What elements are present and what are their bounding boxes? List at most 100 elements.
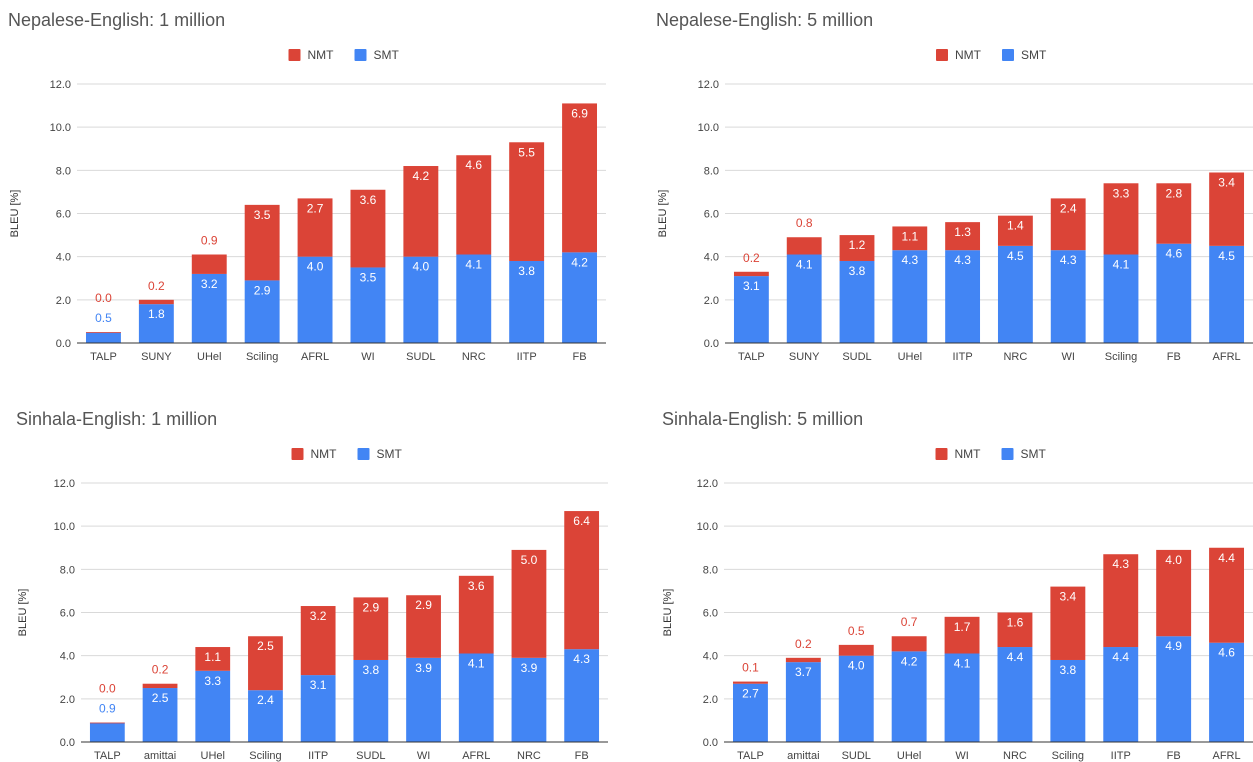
- legend-swatch-nmt: [288, 49, 301, 61]
- data-label-smt: 2.9: [254, 283, 271, 297]
- bar-smt: [1103, 254, 1139, 343]
- data-label-smt: 3.7: [795, 665, 812, 679]
- data-label-nmt: 4.0: [1165, 553, 1182, 567]
- data-label-smt: 4.1: [796, 258, 813, 272]
- data-label-smt: 4.3: [1060, 253, 1077, 267]
- bar-smt: [244, 280, 280, 343]
- chart-title: Sinhala-English: 1 million: [16, 409, 217, 429]
- bar-nmt: [89, 722, 125, 724]
- x-tick-label: Sciling: [1052, 750, 1084, 762]
- bar-nmt: [85, 332, 121, 334]
- bar-smt: [85, 332, 121, 343]
- bar-nmt: [1156, 183, 1192, 244]
- data-label-smt: 4.2: [571, 255, 588, 269]
- data-label-smt: 4.3: [954, 253, 971, 267]
- data-label-smt: 4.4: [1007, 650, 1024, 664]
- y-tick-label: 10.0: [50, 122, 71, 134]
- x-tick-label: SUDL: [406, 351, 435, 363]
- data-label-nmt: 4.2: [413, 169, 430, 183]
- x-tick-label: NRC: [1003, 351, 1027, 363]
- bar-smt: [838, 655, 874, 742]
- data-label-nmt: 1.3: [954, 225, 971, 239]
- bar-nmt: [195, 647, 231, 671]
- x-tick-label: NRC: [462, 351, 486, 363]
- y-tick-label: 4.0: [56, 252, 71, 264]
- x-tick-label: TALP: [94, 750, 121, 762]
- data-label-smt: 3.9: [415, 661, 432, 675]
- bar-nmt: [733, 271, 769, 277]
- bar-nmt: [297, 198, 333, 257]
- data-label-nmt: 3.5: [254, 208, 271, 222]
- data-label-nmt: 3.4: [1218, 175, 1235, 189]
- legend-swatch-smt: [357, 448, 370, 460]
- bar-smt: [1103, 647, 1139, 742]
- legend-swatch-smt: [354, 49, 367, 61]
- data-label-nmt: 2.9: [415, 598, 432, 612]
- data-label-nmt: 2.8: [1165, 186, 1182, 200]
- bar-smt: [511, 657, 547, 742]
- data-label-smt: 4.0: [307, 260, 324, 274]
- bar-nmt: [997, 215, 1033, 246]
- data-label-nmt: 2.7: [307, 201, 324, 215]
- data-label-nmt: 3.6: [468, 579, 485, 593]
- data-label-smt: 3.2: [201, 277, 218, 291]
- bar-smt: [1050, 250, 1086, 343]
- y-tick-label: 2.0: [703, 694, 718, 706]
- bar-nmt: [300, 606, 336, 676]
- data-label-nmt: 0.2: [148, 279, 165, 293]
- data-label-nmt: 3.3: [1113, 186, 1130, 200]
- data-label-nmt: 6.9: [571, 106, 588, 120]
- bar-smt: [350, 267, 386, 343]
- bar-smt: [195, 670, 231, 742]
- bar-nmt: [353, 597, 389, 660]
- data-label-nmt: 3.6: [360, 193, 377, 207]
- data-label-smt: 4.1: [1113, 258, 1130, 272]
- data-label-smt: 2.7: [742, 687, 759, 701]
- x-tick-label: FB: [573, 351, 587, 363]
- y-tick-label: 0.0: [56, 338, 71, 350]
- y-tick-label: 8.0: [60, 564, 75, 576]
- data-label-nmt: 0.5: [848, 624, 865, 638]
- legend: NMT SMT: [288, 48, 400, 62]
- bar-nmt: [564, 511, 600, 650]
- data-label-nmt: 2.9: [363, 600, 380, 614]
- y-axis-label: BLEU [%]: [9, 190, 21, 238]
- y-tick-label: 10.0: [54, 521, 75, 533]
- x-tick-label: UHel: [201, 750, 225, 762]
- x-tick-label: SUDL: [842, 351, 871, 363]
- data-label-nmt: 3.2: [310, 609, 327, 623]
- bar-nmt: [1209, 172, 1245, 246]
- data-label-nmt: 1.6: [1007, 616, 1024, 630]
- y-tick-label: 8.0: [56, 165, 71, 177]
- legend-label-nmt: NMT: [955, 48, 982, 62]
- y-tick-label: 12.0: [698, 79, 719, 91]
- y-tick-label: 12.0: [54, 478, 75, 490]
- x-tick-label: WI: [361, 351, 374, 363]
- bar-smt: [403, 256, 439, 343]
- legend-label-nmt: NMT: [308, 48, 335, 62]
- bar-smt: [458, 653, 494, 742]
- x-tick-label: Sciling: [249, 750, 281, 762]
- chart-panel-4: Sinhala-English: 5 million NMT SMT 0.0 2.0 4.…: [662, 409, 1253, 762]
- data-label-nmt: 0.8: [796, 216, 813, 230]
- bar-nmt: [1103, 183, 1139, 255]
- data-label-nmt: 0.0: [95, 291, 112, 305]
- legend-swatch-smt: [1001, 448, 1014, 460]
- bar-nmt: [944, 616, 980, 654]
- legend-label-smt: SMT: [1021, 447, 1047, 461]
- data-label-nmt: 2.4: [1060, 201, 1077, 215]
- x-tick-label: UHel: [197, 351, 221, 363]
- bar-nmt: [350, 189, 386, 268]
- y-tick-label: 8.0: [703, 564, 718, 576]
- data-label-nmt: 4.3: [1112, 557, 1129, 571]
- x-tick-label: Sciling: [1105, 351, 1137, 363]
- y-tick-label: 6.0: [56, 209, 71, 221]
- x-tick-label: amittai: [144, 750, 176, 762]
- x-tick-label: TALP: [90, 351, 117, 363]
- data-label-nmt: 4.4: [1218, 551, 1235, 565]
- y-axis-label: BLEU [%]: [17, 589, 29, 637]
- data-label-smt: 4.0: [413, 260, 430, 274]
- legend-label-smt: SMT: [377, 447, 403, 461]
- bar-nmt: [891, 636, 927, 652]
